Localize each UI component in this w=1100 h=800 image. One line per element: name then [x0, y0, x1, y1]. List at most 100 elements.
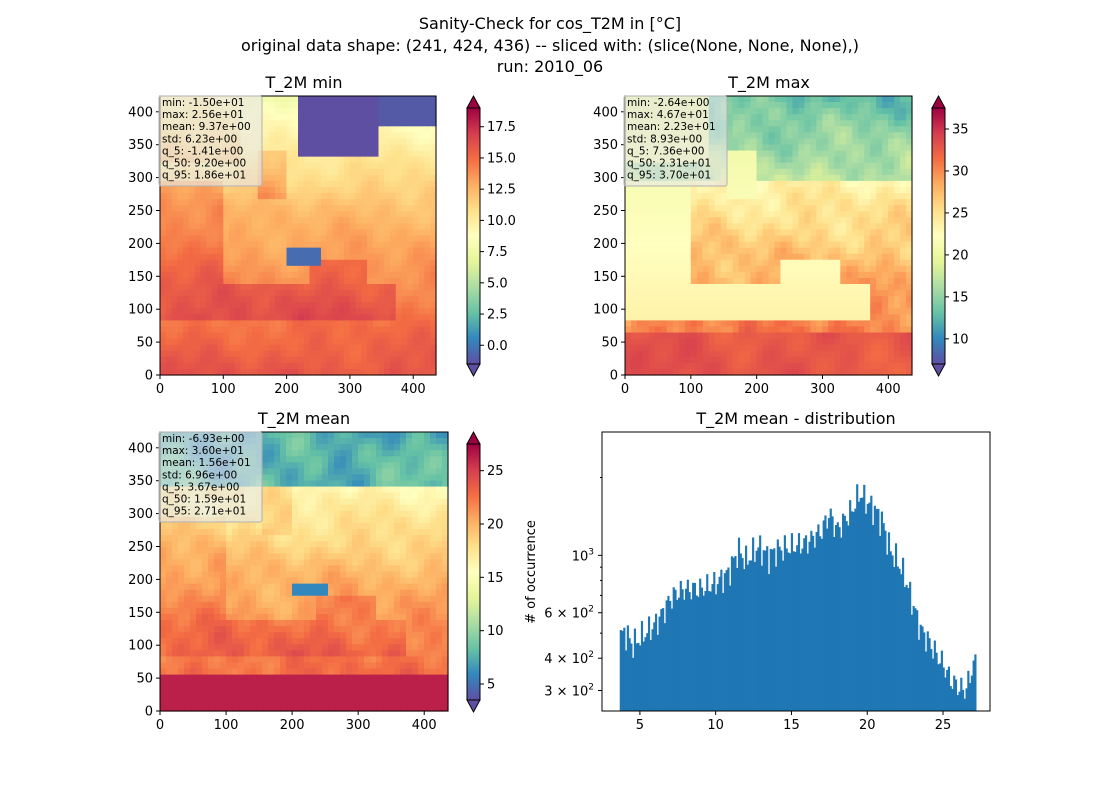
histogram-bar — [801, 548, 804, 711]
histogram-bar — [760, 565, 764, 711]
histogram-bar — [935, 652, 938, 711]
histogram-bar — [939, 663, 942, 711]
histogram-bar — [723, 573, 726, 711]
x-tick-label: 200 — [274, 382, 299, 397]
colorbar-gradient — [932, 108, 945, 364]
histogram-bar — [880, 511, 883, 711]
histogram-bar — [953, 675, 956, 711]
stats-line: min: -1.50e+01 — [162, 97, 244, 109]
colorbar-frame — [466, 443, 481, 701]
histogram-bar — [882, 523, 885, 711]
histogram-bar — [905, 584, 908, 711]
histogram-bar — [762, 550, 765, 711]
histogram-bar — [699, 578, 702, 711]
histogram-bar — [842, 513, 845, 711]
histogram-bar — [755, 550, 758, 711]
stats-line: q_95: 2.71e+01 — [162, 506, 246, 518]
panel-title-t2m-min: T_2M min — [264, 73, 342, 93]
histogram-bar — [683, 599, 686, 711]
colorbar-tick-label: 25 — [952, 206, 969, 221]
histogram-bar — [884, 530, 887, 711]
stats-line: q_5: -1.41e+00 — [162, 145, 243, 157]
stats-line: std: 6.23e+00 — [162, 133, 237, 145]
histogram-bar — [653, 622, 656, 711]
y-tick-label: 150 — [593, 270, 618, 285]
histogram-y-tick-label: 103 — [572, 547, 594, 564]
histogram-bar — [623, 627, 626, 711]
histogram-bar — [909, 581, 912, 711]
stats-line: q_95: 1.86e+01 — [162, 170, 246, 182]
histogram-x-tick-label: 25 — [935, 718, 952, 733]
stats-box-background — [158, 95, 263, 187]
histogram-bar — [928, 638, 931, 711]
histogram-bar — [812, 535, 815, 711]
y-tick-label: 250 — [128, 540, 153, 555]
histogram-bar — [732, 557, 735, 711]
colorbar-tick-label: 25 — [487, 464, 504, 479]
panel-title-distribution: T_2M mean - distribution — [695, 409, 895, 429]
x-tick-label: 400 — [401, 382, 426, 397]
axis-ticks-t2m-max: 0 100 200 300 400 0 50 100 150 200 250 300 350 400 — [593, 95, 913, 397]
histogram-bar — [861, 497, 864, 711]
histogram-bar — [700, 587, 704, 711]
histogram-x-tick-label: 20 — [859, 718, 876, 733]
histogram-bar — [662, 608, 665, 711]
histogram-bar — [944, 677, 947, 711]
stats-line: max: 4.67e+01 — [627, 109, 709, 121]
histogram-bar — [690, 599, 693, 711]
histogram-bar — [969, 683, 972, 711]
panel-title-t2m-mean: T_2M mean — [257, 409, 350, 429]
histogram-bar — [827, 518, 831, 711]
x-tick-label: 100 — [211, 382, 236, 397]
histogram-bar — [697, 596, 700, 711]
stats-line: q_50: 9.20e+00 — [162, 158, 246, 170]
histogram-bar — [889, 551, 892, 711]
stats-line: q_50: 1.59e+01 — [162, 494, 246, 506]
colorbar-tick-label: 15 — [487, 571, 504, 586]
stats-line: q_5: 7.36e+00 — [627, 145, 704, 157]
histogram-bar — [656, 634, 659, 711]
histogram-bar — [886, 554, 889, 711]
axes-frame — [159, 431, 449, 712]
histogram-bar — [912, 606, 915, 711]
histogram-bar — [956, 695, 959, 711]
histogram-bar — [767, 574, 771, 711]
histogram-bar — [854, 508, 857, 711]
histogram-bar — [787, 552, 790, 711]
histogram-y-tick-label: 6 × 102 — [544, 605, 594, 622]
histogram-bar — [628, 638, 631, 711]
histogram-bar — [734, 555, 737, 711]
histogram-bar — [900, 574, 903, 711]
histogram-bar — [896, 566, 899, 711]
histogram-bar — [704, 590, 707, 711]
histogram-bar — [630, 643, 633, 711]
histogram-bar — [692, 582, 695, 711]
colorbar-tick-label: 5 — [487, 678, 495, 693]
stats-line: std: 8.93e+00 — [627, 133, 702, 145]
histogram-bar — [796, 545, 799, 711]
y-tick-label: 200 — [128, 573, 153, 588]
histogram-bar — [736, 567, 739, 711]
colorbar-tick-label: 2.5 — [487, 308, 508, 323]
axis-ticks-t2m-min: 0 100 200 300 400 0 50 100 150 200 250 300 350 400 — [128, 95, 437, 397]
x-tick-label: 200 — [744, 382, 769, 397]
y-tick-label: 150 — [128, 270, 153, 285]
histogram-bar — [820, 538, 824, 711]
histogram-bar — [958, 691, 961, 711]
stats-box-background — [623, 95, 728, 187]
histogram-y-tick-label: 3 × 102 — [544, 683, 594, 700]
histogram-bar — [914, 608, 917, 711]
histogram-bar — [965, 688, 968, 711]
histogram-bar — [674, 589, 677, 711]
suptitle-line-2: original data shape: (241, 424, 436) -- … — [241, 36, 859, 55]
histogram-bar — [637, 642, 640, 711]
histogram-bar — [741, 558, 744, 711]
panel-distribution: T_2M mean - distribution 5 10 15 20 25 3 × 10… — [524, 409, 991, 733]
histogram-bar — [863, 484, 866, 711]
histogram-bar — [660, 609, 663, 711]
stats-line: min: -2.64e+00 — [627, 97, 709, 109]
histogram-bar — [817, 524, 820, 711]
histogram-bar — [685, 588, 688, 711]
